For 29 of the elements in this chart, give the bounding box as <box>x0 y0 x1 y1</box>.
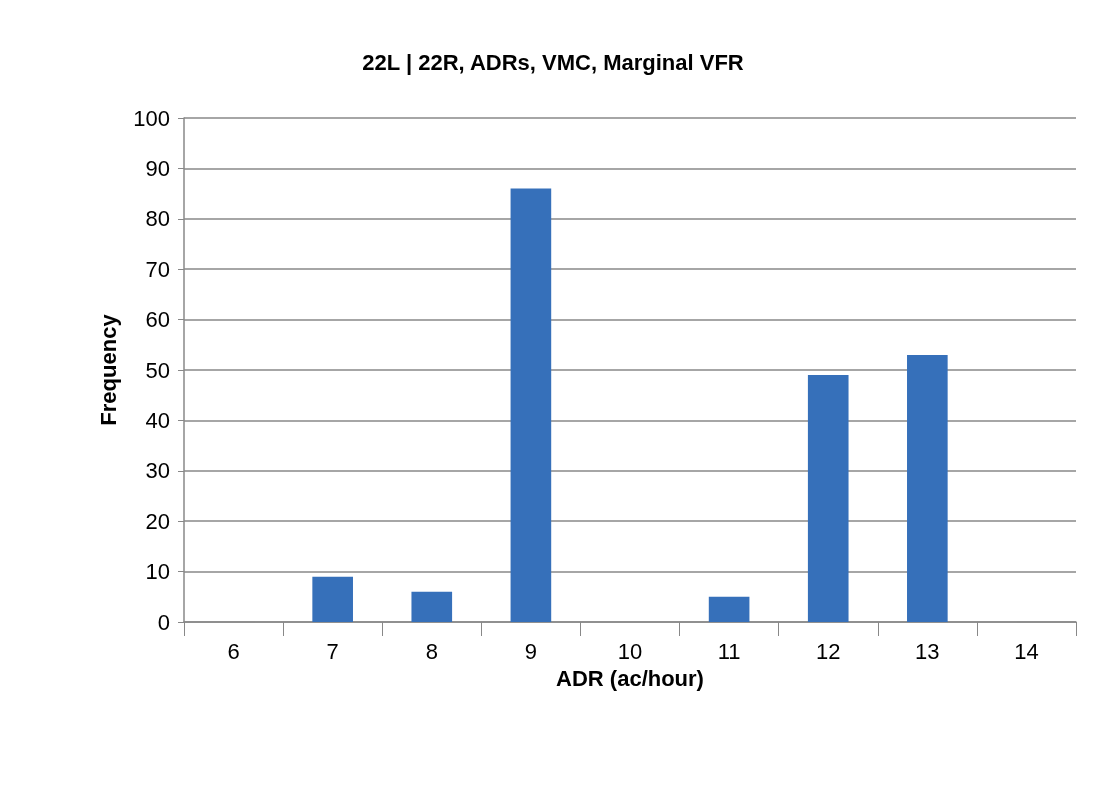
x-tick-label: 13 <box>915 638 940 664</box>
y-tick-label: 50 <box>145 357 170 383</box>
bar <box>907 354 948 622</box>
x-axis-title: ADR (ac/hour) <box>556 665 704 691</box>
y-tick-label: 60 <box>145 307 170 333</box>
y-tick-label: 100 <box>133 105 170 131</box>
y-tick-label: 30 <box>145 458 170 484</box>
y-axis-title: Frequency <box>95 313 121 426</box>
y-tick-label: 90 <box>145 155 170 181</box>
bar <box>411 591 453 622</box>
bar <box>708 596 750 622</box>
y-tick-label: 70 <box>145 256 170 282</box>
bar <box>510 188 552 622</box>
x-tick-label: 9 <box>524 638 538 664</box>
x-tick-label: 8 <box>425 638 438 664</box>
y-tick-label: 20 <box>145 508 170 534</box>
bar <box>312 576 353 622</box>
x-tick-label: 6 <box>227 638 240 664</box>
y-tick-label: 0 <box>157 609 170 635</box>
x-tick-label: 7 <box>326 638 339 664</box>
x-tick-label: 10 <box>617 638 643 664</box>
bar <box>807 375 849 622</box>
x-tick-label: 14 <box>1014 638 1039 664</box>
chart-title: 22L | 22R, ADRs, VMC, Marginal VFR <box>362 49 744 75</box>
x-tick-label: 12 <box>815 638 841 664</box>
x-tick-label: 11 <box>717 638 741 664</box>
y-tick-label: 10 <box>145 559 170 585</box>
y-tick-label: 40 <box>145 407 170 433</box>
y-tick-label: 80 <box>145 206 170 232</box>
